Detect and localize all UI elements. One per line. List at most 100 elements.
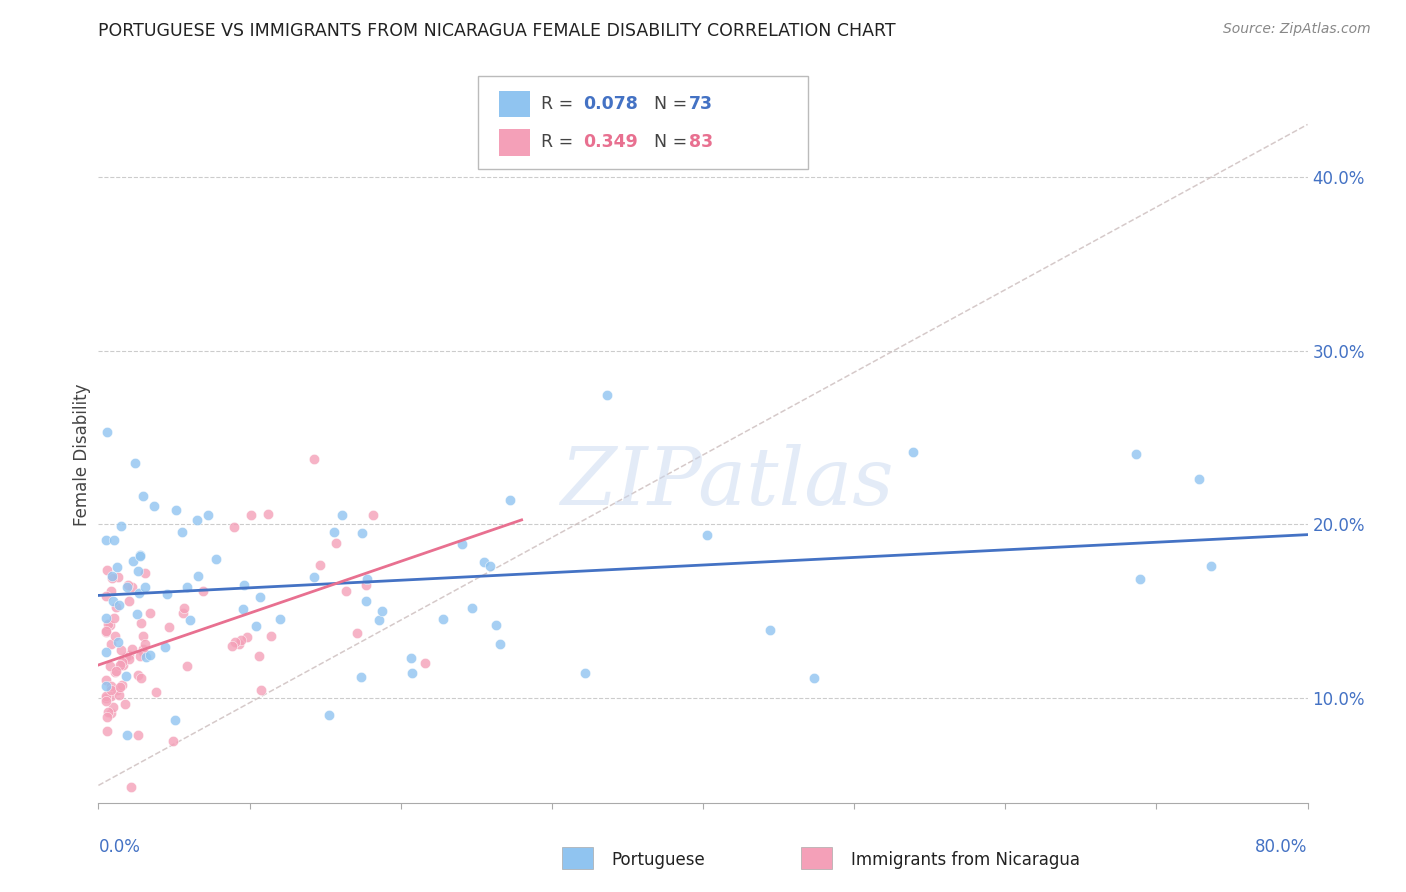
Text: R =: R = [541,95,579,113]
Point [191,584,214,599]
Point [98,618,121,632]
Point [413,656,436,670]
Point [108,599,131,613]
Point [574,666,596,681]
Point [105,560,128,574]
Point [104,665,127,679]
Point [94,611,117,625]
Point [197,508,219,522]
Point [101,571,124,585]
Point [401,665,423,680]
Text: 73: 73 [689,95,713,113]
Point [100,683,122,698]
Point [758,624,780,638]
Point [139,648,162,662]
Point [121,580,143,594]
Point [232,578,254,592]
Point [125,607,148,621]
Point [94,689,117,703]
Point [110,658,132,673]
Text: PORTUGUESE VS IMMIGRANTS FROM NICARAGUA FEMALE DISABILITY CORRELATION CHART: PORTUGUESE VS IMMIGRANTS FROM NICARAGUA … [98,22,896,40]
Text: N =: N = [643,133,692,151]
Point [173,601,195,615]
Point [472,556,495,570]
Point [176,581,198,595]
Point [257,508,280,522]
Point [98,659,121,673]
Point [96,563,118,577]
Point [94,533,117,548]
Point [135,650,157,665]
Point [162,734,184,748]
Point [120,780,142,794]
Point [221,639,243,653]
Point [117,578,139,592]
Point [115,728,138,742]
Point [94,624,117,639]
Text: ZIPatlas: ZIPatlas [561,444,894,522]
Point [104,630,127,644]
Point [352,525,374,540]
Point [134,580,156,594]
Point [356,572,378,586]
Point [107,570,129,584]
Point [110,658,132,673]
Text: 0.349: 0.349 [583,133,638,151]
Point [129,671,152,685]
Point [478,559,501,574]
Point [354,594,377,608]
Text: Immigrants from Nicaragua: Immigrants from Nicaragua [851,851,1080,869]
Point [94,679,117,693]
Point [117,580,139,594]
Point [96,709,118,723]
Point [176,659,198,673]
Point [330,508,353,523]
Point [205,552,228,566]
Point [249,591,271,605]
Point [107,635,129,649]
Point [228,637,250,651]
Point [235,630,257,644]
Point [224,635,246,649]
Point [114,697,136,711]
Point [94,645,117,659]
Point [132,641,155,656]
Point [111,655,134,669]
Text: 83: 83 [689,133,713,151]
Point [247,649,270,664]
Point [129,548,152,562]
Point [172,524,194,539]
Point [129,616,152,631]
Point [350,670,373,684]
Point [132,629,155,643]
Point [803,671,825,685]
Point [596,388,619,402]
Point [368,613,391,627]
Point [101,594,124,608]
Point [131,645,153,659]
Point [118,652,141,666]
Point [260,629,283,643]
Point [94,624,117,639]
Point [97,705,120,719]
Point [110,678,132,692]
Point [129,649,152,664]
Text: 0.078: 0.078 [583,95,638,113]
Point [450,537,472,551]
Point [187,569,209,583]
Point [127,728,149,742]
Point [128,586,150,600]
Point [302,570,325,584]
Point [114,650,136,665]
Point [97,616,120,631]
Point [229,633,252,648]
Point [346,626,368,640]
Point [94,590,117,604]
Point [100,679,122,693]
Point [302,452,325,467]
Point [118,594,141,608]
Point [179,613,201,627]
Point [142,500,165,514]
Text: 80.0%: 80.0% [1256,838,1308,856]
Point [318,708,340,723]
